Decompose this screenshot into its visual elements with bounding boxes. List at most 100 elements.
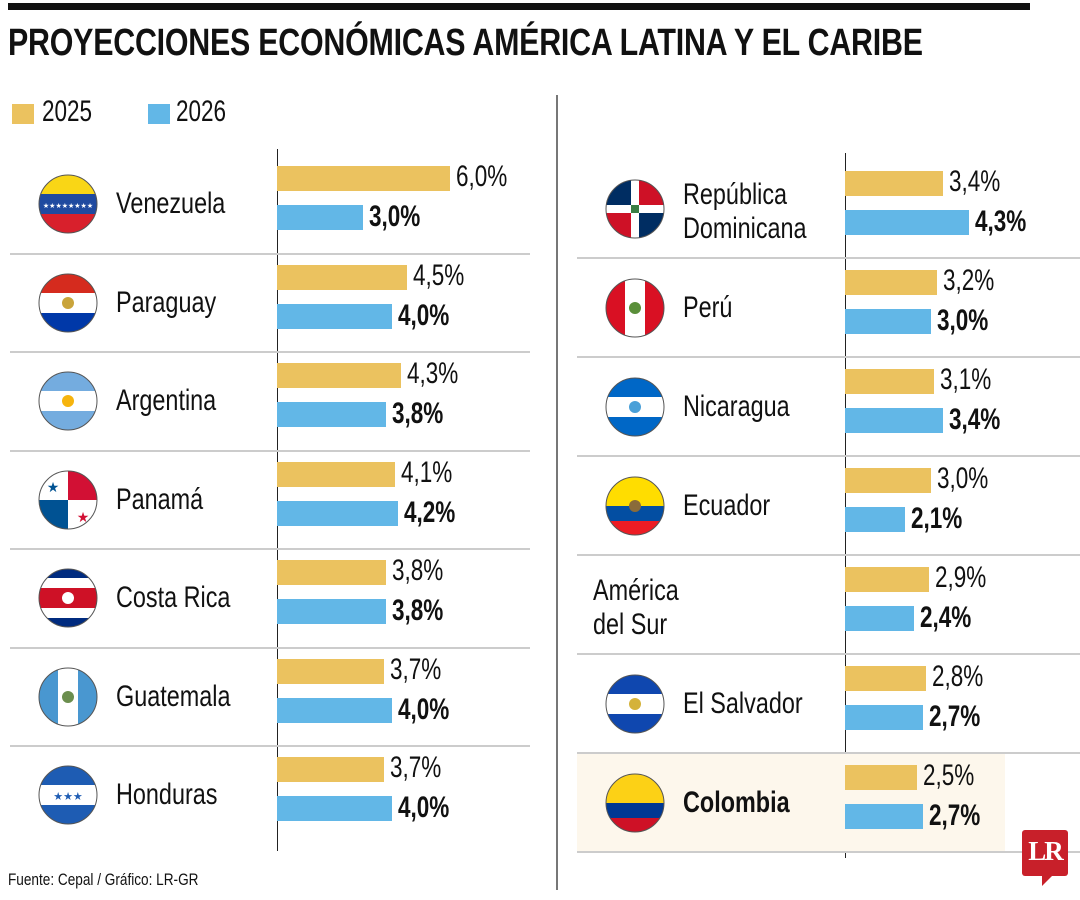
value-label-2025: 2,5% xyxy=(923,759,975,792)
logo-text: LR xyxy=(1028,836,1064,866)
country-label: El Salvador xyxy=(683,686,803,720)
paraguay-flag-icon xyxy=(38,273,98,333)
row-separator xyxy=(10,646,530,649)
value-label-2026: 3,8% xyxy=(392,594,444,627)
argentina-flag-icon xyxy=(38,371,98,431)
country-label: Nicaragua xyxy=(683,389,790,423)
bar-2026 xyxy=(845,210,969,235)
value-label-2026: 4,0% xyxy=(398,791,450,824)
honduras-flag-icon: ★★★ xyxy=(38,765,98,825)
bar-2025 xyxy=(845,666,926,691)
bar-2025 xyxy=(277,363,401,388)
bar-2025 xyxy=(277,166,450,191)
country-label: del Sur xyxy=(593,607,668,641)
row-separator xyxy=(10,548,530,550)
row-separator xyxy=(577,356,1080,358)
lr-logo: LR xyxy=(1022,830,1068,886)
country-label: Perú xyxy=(683,290,733,324)
nicaragua-flag-icon xyxy=(605,377,665,437)
value-label-2026: 4,0% xyxy=(398,692,450,726)
value-label-2025: 3,1% xyxy=(940,363,992,396)
bar-2025 xyxy=(277,560,387,585)
value-label-2025: 2,9% xyxy=(934,561,986,594)
peru-flag-icon xyxy=(605,278,665,338)
top-rule xyxy=(8,3,1030,10)
row-separator xyxy=(577,653,1080,655)
value-label-2025: 3,0% xyxy=(937,462,989,495)
value-label-2026: 3,8% xyxy=(392,397,444,430)
el-salvador-flag-icon xyxy=(605,674,665,734)
bar-2025 xyxy=(277,264,407,290)
country-label: Argentina xyxy=(116,384,217,418)
value-label-2025: 4,3% xyxy=(406,357,459,390)
dominican-republic-flag-icon xyxy=(605,179,665,239)
country-label: Panamá xyxy=(116,482,204,516)
value-label-2025: 4,1% xyxy=(401,455,453,489)
legend-label-2026: 2026 xyxy=(176,95,227,128)
country-label: Costa Rica xyxy=(116,581,231,615)
value-label-2025: 3,2% xyxy=(943,264,995,297)
bar-2026 xyxy=(845,606,915,631)
value-label-2026: 2,7% xyxy=(928,799,981,832)
value-label-2026: 4,3% xyxy=(974,205,1027,238)
row-separator xyxy=(577,257,1080,259)
bar-2025 xyxy=(845,567,929,592)
svg-text:★: ★ xyxy=(77,509,90,525)
source-note: Fuente: Cepal / Gráfico: LR-GR xyxy=(8,870,199,889)
value-label-2026: 4,2% xyxy=(403,495,456,529)
bar-2026 xyxy=(277,796,393,821)
country-label: Paraguay xyxy=(116,285,217,319)
value-label-2026: 2,1% xyxy=(911,502,963,535)
svg-text:★: ★ xyxy=(47,479,60,495)
legend-label-2025: 2025 xyxy=(42,95,93,128)
value-label-2026: 3,4% xyxy=(948,403,1001,436)
panama-flag-icon: ★ ★ xyxy=(38,470,98,530)
legend-swatch-2025 xyxy=(12,104,34,124)
bar-2025 xyxy=(845,270,938,295)
bar-2026 xyxy=(845,408,943,433)
bar-2026 xyxy=(277,599,387,624)
ecuador-flag-icon xyxy=(605,476,665,536)
bar-2025 xyxy=(277,461,396,487)
bar-2026 xyxy=(277,205,364,230)
row-separator xyxy=(10,351,530,353)
value-label-2025: 4,5% xyxy=(412,258,464,292)
bar-2025 xyxy=(845,369,935,394)
country-label: Venezuela xyxy=(116,187,226,221)
venezuela-flag-icon: ★★★★★★★★ xyxy=(38,174,98,234)
country-label: República xyxy=(683,177,788,211)
bar-2026 xyxy=(845,804,923,829)
svg-text:★★★: ★★★ xyxy=(53,791,83,803)
logo-tail xyxy=(1042,876,1052,886)
row-separator xyxy=(10,449,530,452)
value-label-2026: 3,0% xyxy=(937,304,989,337)
row-separator xyxy=(10,745,530,747)
bar-2026 xyxy=(845,507,906,532)
bar-2026 xyxy=(845,705,923,730)
value-label-2026: 2,4% xyxy=(920,601,972,634)
guatemala-flag-icon xyxy=(38,667,98,727)
country-label: Dominicana xyxy=(683,211,807,245)
bar-2025 xyxy=(845,171,943,196)
bar-2025 xyxy=(845,468,932,493)
row-separator xyxy=(577,554,1080,556)
country-label: Honduras xyxy=(116,778,218,812)
column-divider xyxy=(556,95,558,890)
costa-rica-flag-icon xyxy=(38,568,98,628)
value-label-2025: 3,7% xyxy=(389,652,441,686)
colombia-flag-icon xyxy=(605,773,665,833)
bar-2026 xyxy=(845,309,932,334)
country-label: Guatemala xyxy=(116,679,231,713)
value-label-2025: 3,7% xyxy=(389,751,441,784)
legend-swatch-2026 xyxy=(148,104,170,124)
value-label-2026: 2,7% xyxy=(928,700,981,733)
value-axis-right_column xyxy=(845,153,846,858)
row-separator xyxy=(577,752,1080,754)
value-label-2026: 4,0% xyxy=(398,298,450,332)
row-separator xyxy=(577,455,1080,457)
bar-2026 xyxy=(277,303,393,329)
value-label-2025: 3,8% xyxy=(392,554,444,587)
row-separator xyxy=(577,851,1080,853)
row-separator xyxy=(10,252,530,255)
bar-2026 xyxy=(277,402,387,427)
